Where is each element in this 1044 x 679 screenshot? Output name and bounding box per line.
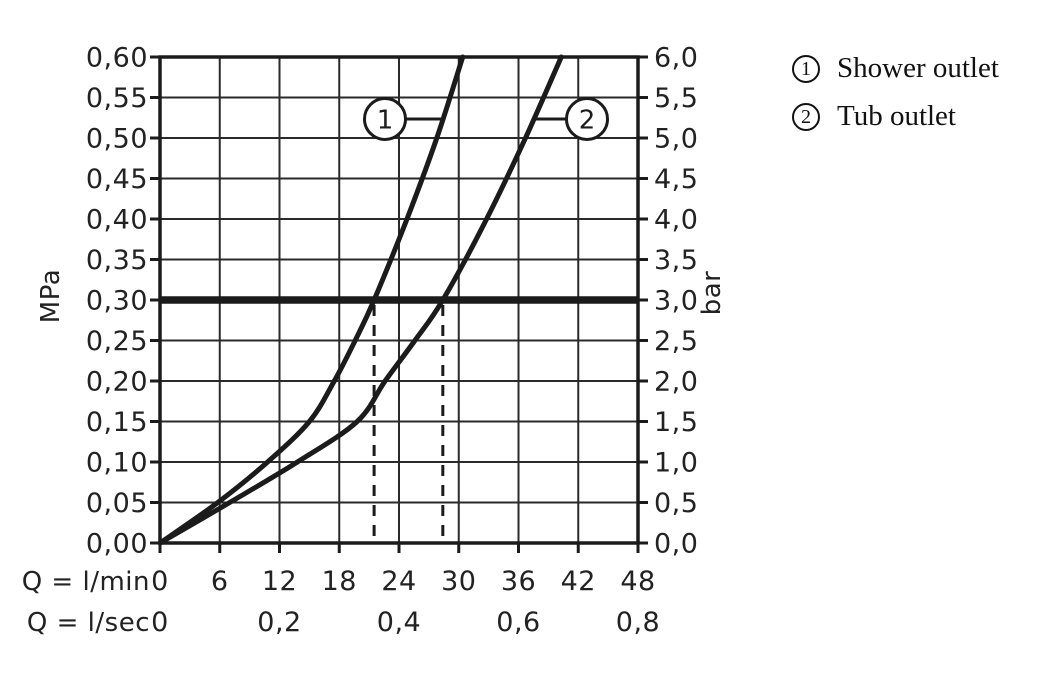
left-axis-unit-label: MPa (36, 269, 66, 323)
y-tick-label-bar: 5,5 (654, 83, 698, 114)
curve-1-callout-number: 1 (377, 106, 394, 136)
x-axis-lmin-label: Q = l/min (22, 567, 150, 597)
legend: 1 Shower outlet 2 Tub outlet (792, 52, 999, 133)
x-tick-label-lmin: 36 (501, 566, 536, 597)
y-tick-label-mpa: 0,50 (86, 124, 148, 155)
y-tick-label-bar: 4,5 (654, 164, 698, 195)
x-tick-label-lsec: 0 (151, 607, 169, 638)
legend-marker-2-circle: 2 (792, 102, 820, 131)
y-tick-label-bar: 3,5 (654, 245, 698, 276)
y-tick-label-mpa: 0,25 (86, 326, 148, 357)
y-tick-label-mpa: 0,15 (86, 407, 148, 438)
x-tick-label-lsec: 0,4 (377, 607, 421, 638)
y-tick-label-mpa: 0,05 (86, 488, 148, 519)
legend-label-shower: Shower outlet (837, 52, 999, 84)
y-tick-label-mpa: 0,60 (86, 43, 148, 74)
flow-curve-shower-outlet (157, 54, 466, 546)
y-tick-label-bar: 3,0 (654, 286, 698, 317)
x-tick-label-lmin: 24 (381, 566, 416, 597)
flow-curve-tub-outlet (157, 54, 564, 546)
y-tick-label-bar: 6,0 (654, 43, 698, 74)
y-tick-label-mpa: 0,00 (86, 529, 148, 560)
y-tick-label-bar: 1,5 (654, 407, 698, 438)
x-axis-lsec-label: Q = l/sec (27, 608, 150, 638)
y-tick-label-bar: 0,0 (654, 529, 698, 560)
y-tick-label-mpa: 0,30 (86, 286, 148, 317)
curve-1-callout-circle (363, 97, 407, 141)
curve-2-callout-circle (565, 97, 609, 141)
x-tick-label-lmin: 12 (262, 566, 297, 597)
x-tick-label-lsec: 0,6 (496, 607, 540, 638)
y-tick-label-bar: 2,5 (654, 326, 698, 357)
y-tick-label-mpa: 0,20 (86, 367, 148, 398)
x-tick-label-lsec: 0,8 (616, 607, 660, 638)
y-tick-label-mpa: 0,40 (86, 205, 148, 236)
y-tick-label-bar: 2,0 (654, 367, 698, 398)
x-tick-label-lsec: 0,2 (257, 607, 301, 638)
x-tick-label-lmin: 18 (322, 566, 357, 597)
y-tick-label-mpa: 0,10 (86, 448, 148, 479)
y-tick-label-mpa: 0,35 (86, 245, 148, 276)
legend-marker-1-circle: 1 (792, 54, 820, 83)
axis-tick-marks (150, 55, 648, 553)
flow-curves (157, 54, 564, 546)
y-tick-label-bar: 4,0 (654, 205, 698, 236)
x-tick-label-lmin: 6 (211, 566, 229, 597)
legend-label-tub: Tub outlet (837, 99, 956, 132)
legend-item-shower: 1 Shower outlet (792, 52, 999, 85)
right-axis-unit-label: bar (697, 271, 727, 316)
curve-2-callout-number: 2 (579, 106, 596, 136)
y-tick-label-bar: 0,5 (654, 488, 698, 519)
tick-labels: 0,600,550,500,450,400,350,300,250,200,15… (86, 43, 698, 639)
x-tick-label-lmin: 48 (620, 566, 655, 597)
y-tick-label-mpa: 0,45 (86, 164, 148, 195)
x-tick-label-lmin: 30 (441, 566, 476, 597)
y-tick-label-bar: 1,0 (654, 448, 698, 479)
legend-item-tub: 2 Tub outlet (792, 99, 999, 133)
x-tick-label-lmin: 0 (151, 566, 169, 597)
x-tick-label-lmin: 42 (561, 566, 596, 597)
y-tick-label-mpa: 0,55 (86, 83, 148, 114)
y-tick-label-bar: 5,0 (654, 124, 698, 155)
